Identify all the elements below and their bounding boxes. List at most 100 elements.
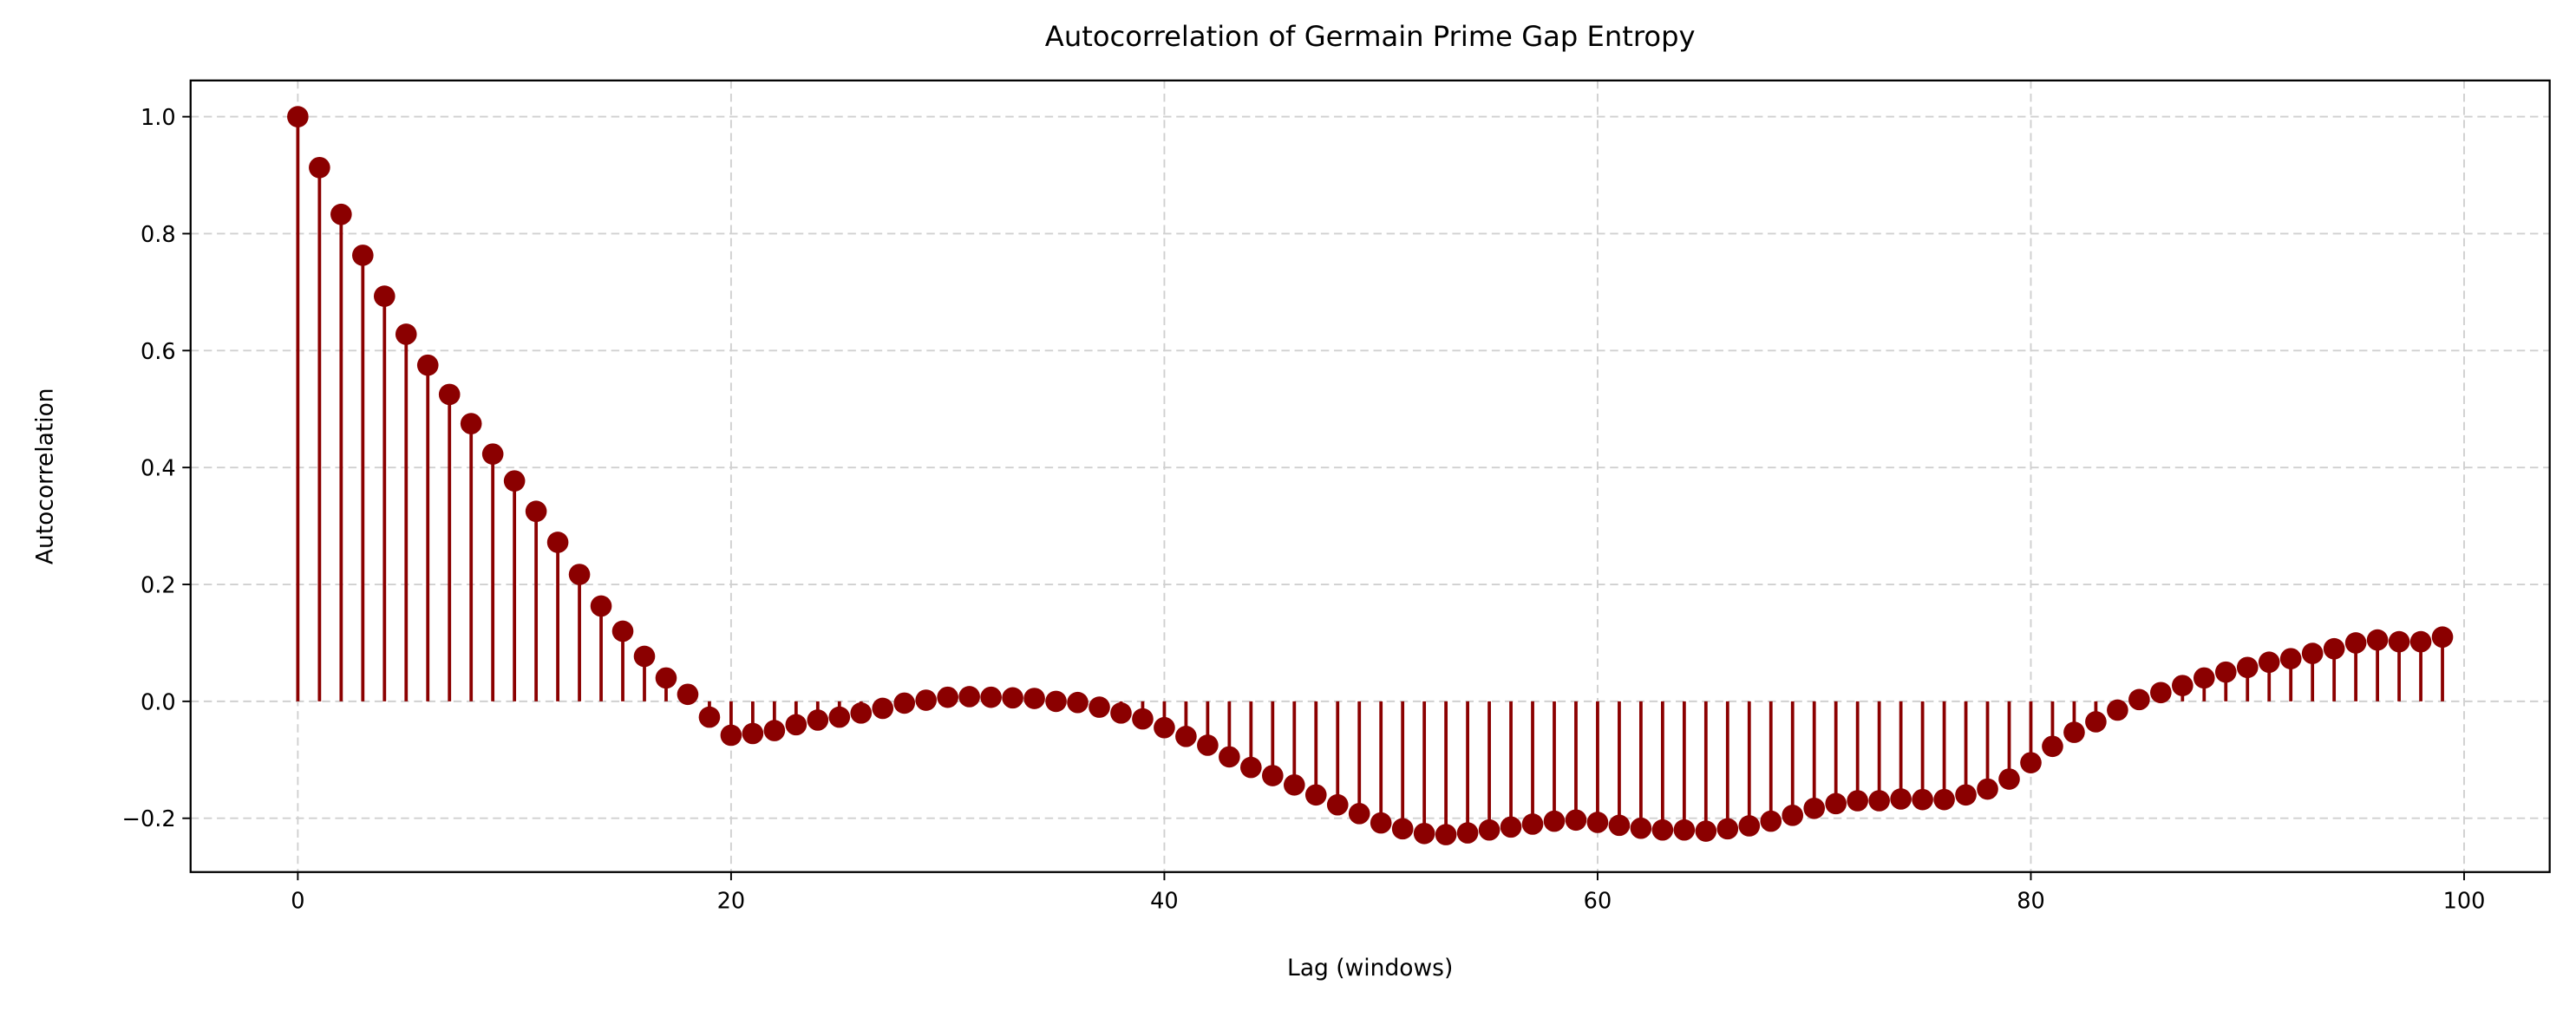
stem-marker — [1304, 784, 1327, 806]
stem-marker — [2301, 642, 2324, 664]
y-tick-label: 0.2 — [141, 572, 176, 598]
stem-marker — [1673, 819, 1696, 841]
stem-marker — [1370, 812, 1392, 834]
stem-marker — [763, 720, 786, 741]
stem-marker — [1023, 688, 1045, 709]
stem-marker — [351, 245, 374, 266]
x-axis-label: Lag (windows) — [1287, 955, 1453, 982]
x-tick-label: 80 — [2017, 888, 2045, 914]
stem-marker — [287, 106, 309, 127]
y-axis-label: Autocorrelation — [32, 388, 59, 564]
stem-marker — [698, 706, 721, 728]
stem-marker — [2388, 630, 2410, 653]
stem-marker — [1608, 814, 1631, 837]
stem-marker — [1890, 788, 1912, 810]
stem-marker — [937, 686, 958, 708]
stem-marker — [1977, 778, 1998, 800]
x-tick-label: 20 — [717, 888, 746, 914]
stem-marker — [1219, 746, 1240, 768]
stem-marker — [655, 667, 677, 689]
stem-marker — [1716, 818, 1739, 840]
x-tick-label: 0 — [291, 888, 304, 914]
stem-marker — [525, 500, 547, 523]
x-tick-label: 100 — [2443, 888, 2486, 914]
stem-marker — [1197, 734, 1219, 756]
stem-marker — [395, 323, 417, 345]
y-tick-label: −0.2 — [122, 806, 176, 832]
stem-marker — [1154, 716, 1175, 739]
stem-marker — [2236, 656, 2259, 679]
stem-marker — [1391, 818, 1414, 840]
stem-marker — [828, 706, 851, 728]
stem-marker — [2214, 661, 2237, 683]
stem-marker — [1240, 756, 1262, 779]
stem-marker — [503, 470, 526, 492]
stem-marker — [1089, 696, 1110, 718]
stem-marker — [2366, 629, 2389, 651]
x-tick-label: 60 — [1584, 888, 1612, 914]
stem-marker — [2323, 637, 2345, 660]
stem-marker — [872, 697, 894, 720]
stem-marker — [1283, 773, 1305, 796]
y-tick-label: 0.6 — [141, 339, 176, 365]
stem-marker — [1847, 790, 1868, 812]
stem-marker — [1651, 819, 1674, 841]
stem-marker — [2193, 667, 2215, 689]
stem-marker — [2020, 752, 2042, 773]
stem-marker — [611, 620, 634, 642]
stem-marker — [1998, 768, 2020, 790]
stem-marker — [590, 595, 612, 617]
stem-marker — [915, 689, 938, 711]
stem-marker — [2107, 699, 2128, 721]
stem-marker — [460, 413, 482, 434]
stem-marker — [2279, 648, 2302, 669]
stem-marker — [481, 443, 504, 465]
stem-marker — [1045, 690, 1067, 713]
plot-frame — [189, 79, 2551, 873]
stem-marker — [1695, 820, 1717, 842]
stem-marker — [1868, 790, 1890, 812]
stem-marker — [850, 702, 873, 724]
stem-marker — [1500, 816, 1522, 838]
stem-marker — [1175, 726, 1197, 747]
stem-marker — [980, 686, 1002, 708]
stem-marker — [2128, 688, 2150, 711]
stem-marker — [1435, 824, 1457, 845]
y-tick-label: 0.4 — [141, 456, 176, 482]
stem-marker — [1738, 815, 1761, 837]
stem-marker — [1630, 817, 1652, 839]
stem-marker — [1132, 708, 1154, 730]
stem-marker — [1348, 803, 1370, 825]
stem-marker — [677, 683, 699, 706]
stem-marker — [720, 724, 742, 747]
stem-marker — [1067, 691, 1089, 714]
stem-marker — [785, 714, 807, 736]
stem-marker — [330, 203, 352, 225]
stem-marker — [2085, 711, 2107, 733]
stem-marker — [893, 692, 916, 714]
stem-marker — [2063, 721, 2085, 743]
stem-marker — [1261, 765, 1284, 786]
stem-marker — [416, 354, 439, 376]
stem-marker — [1760, 810, 1782, 832]
stem-marker — [309, 156, 330, 179]
stem-marker — [1782, 805, 1804, 826]
stem-marker — [2172, 675, 2194, 696]
stem-marker — [1110, 702, 1132, 724]
stem-marker — [2258, 651, 2280, 674]
y-tick-label: 0.0 — [141, 689, 176, 715]
stem-marker — [1803, 797, 1826, 819]
stem-marker — [1955, 784, 1977, 806]
y-tick-label: 0.8 — [141, 222, 176, 248]
x-tick-label: 40 — [1150, 888, 1179, 914]
stem-marker — [742, 722, 764, 745]
stem-marker — [568, 564, 591, 585]
stem-marker — [1326, 793, 1349, 816]
stem-marker — [2042, 735, 2063, 758]
stem-marker — [633, 645, 656, 668]
stem-marker — [1912, 788, 1933, 811]
stem-marker — [2409, 630, 2432, 653]
stem-marker — [1565, 809, 1587, 832]
stem-marker — [1521, 813, 1544, 835]
